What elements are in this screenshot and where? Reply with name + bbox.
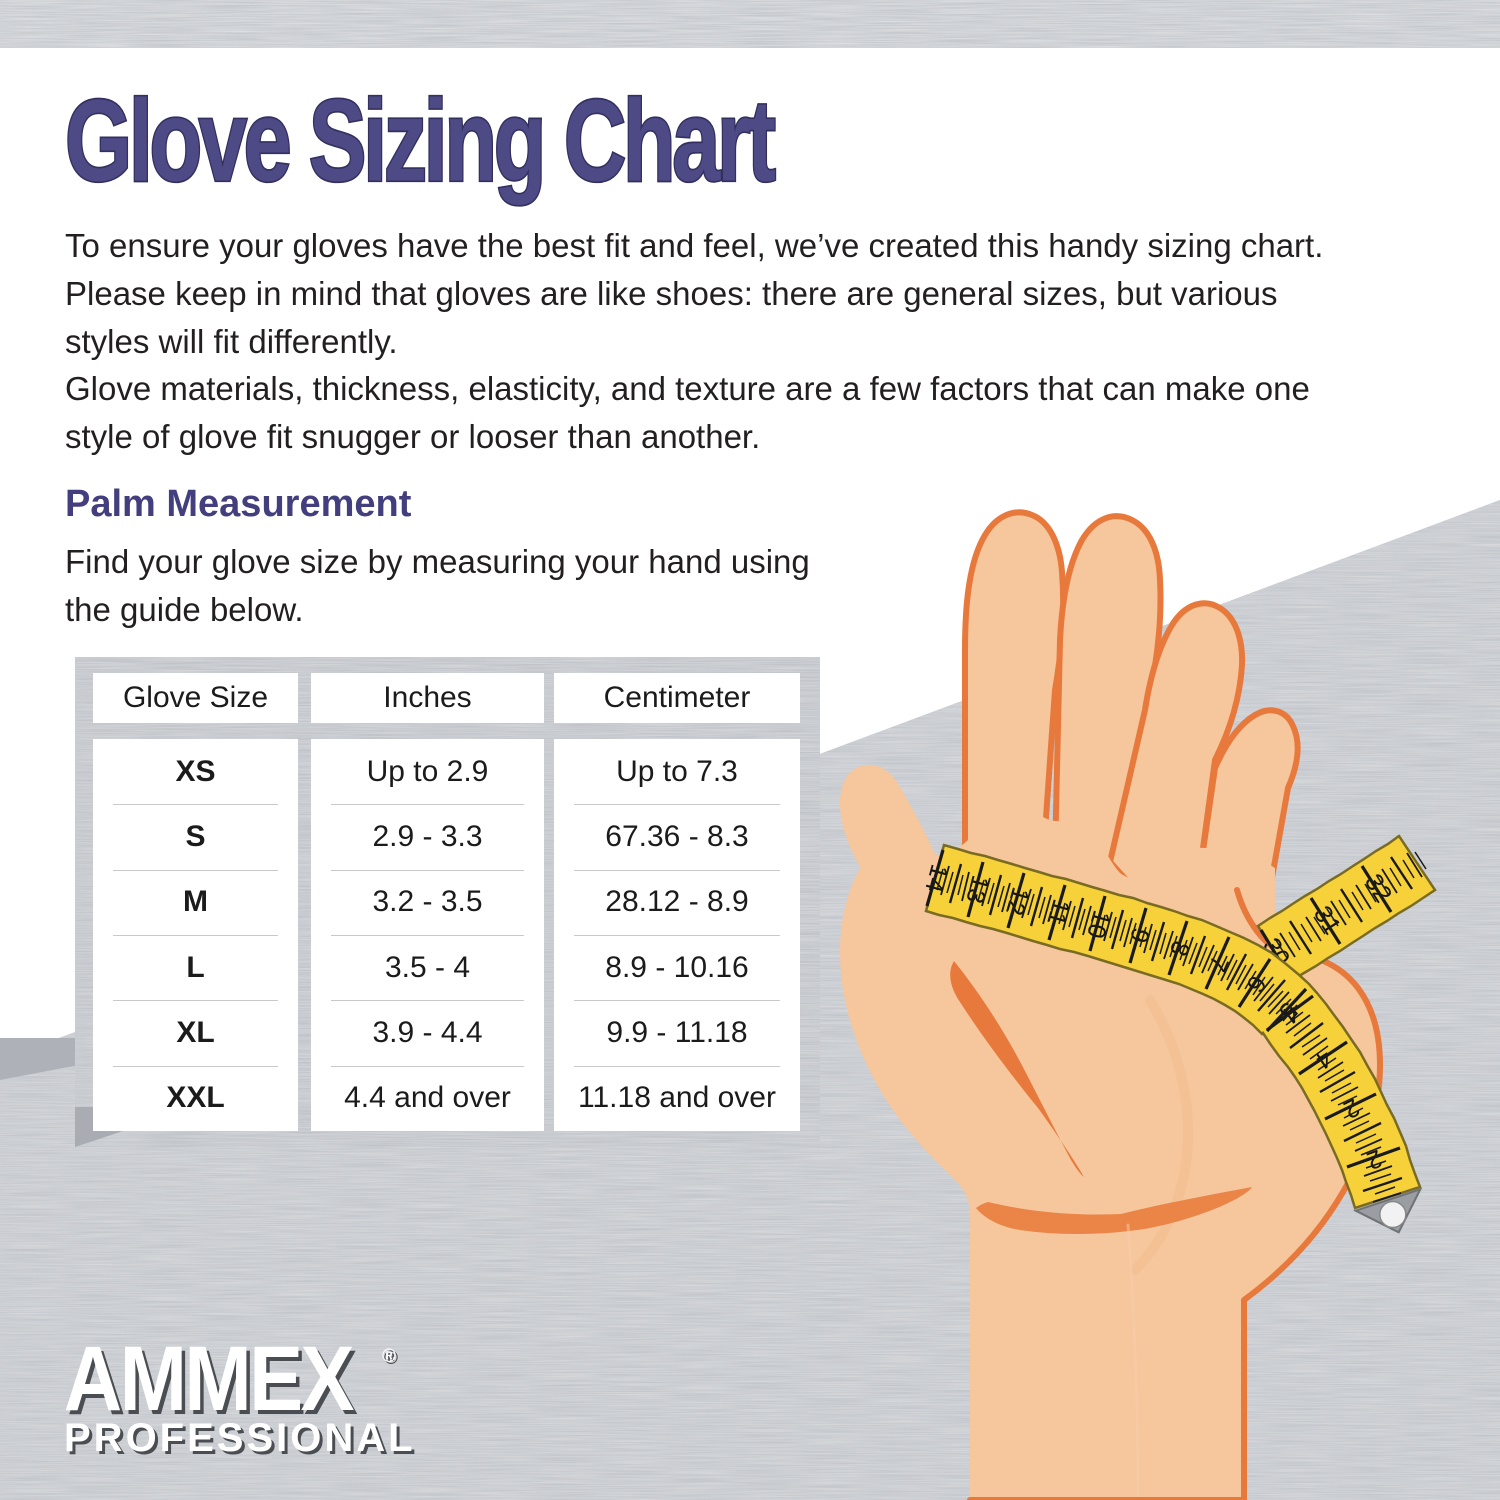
svg-text:AMMEX: AMMEX [64,1328,355,1430]
svg-text:PROFESSIONAL: PROFESSIONAL [64,1416,416,1460]
svg-text:®: ® [382,1346,396,1367]
